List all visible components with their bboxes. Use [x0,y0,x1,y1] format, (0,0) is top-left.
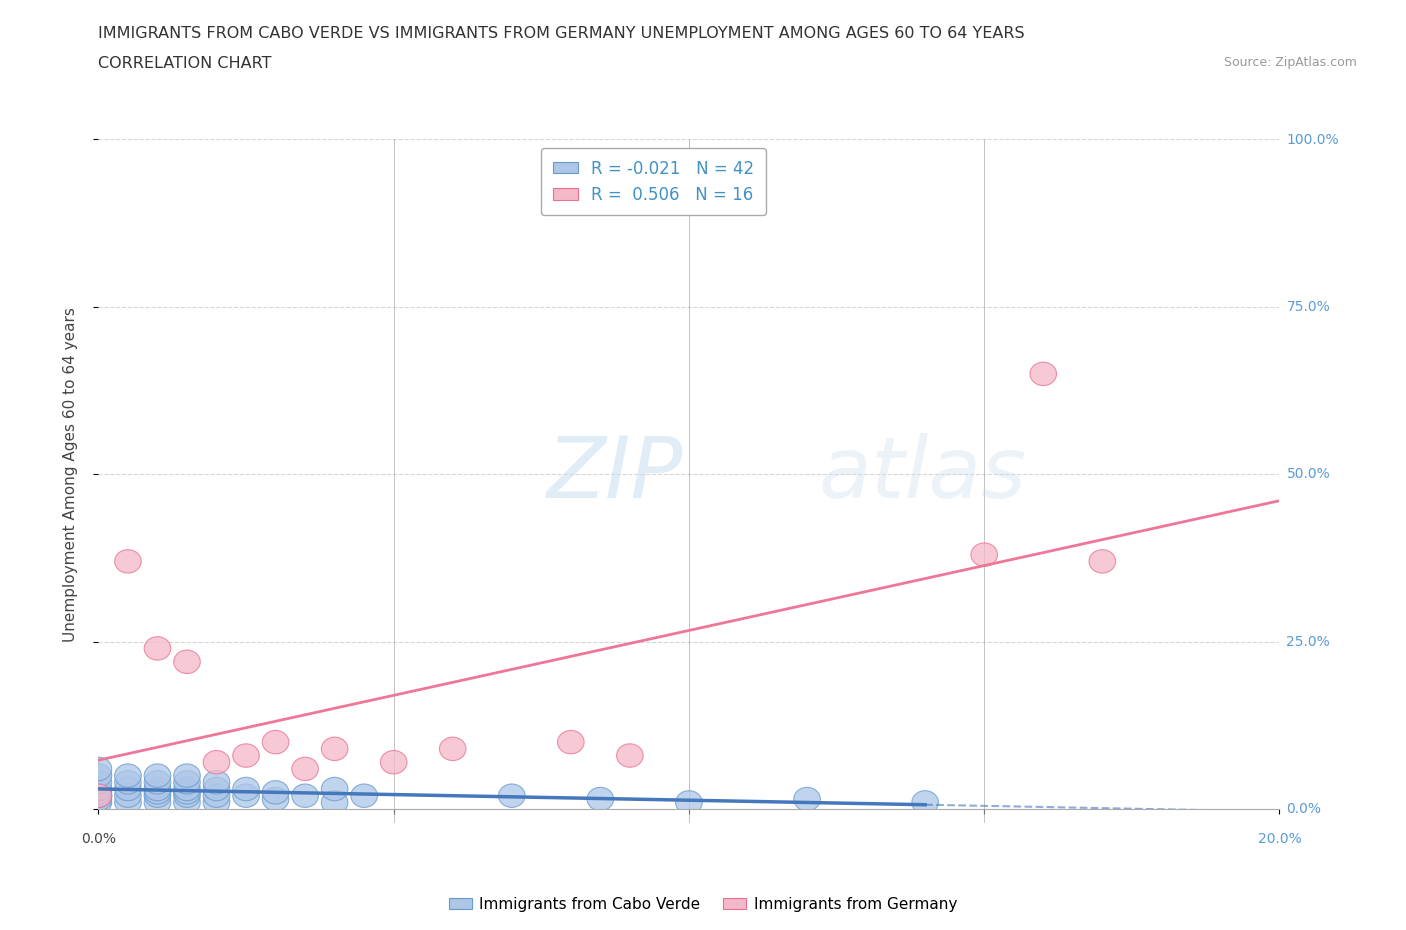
Ellipse shape [972,543,997,566]
Ellipse shape [174,650,200,673]
Ellipse shape [204,751,229,774]
Ellipse shape [204,771,229,794]
Ellipse shape [145,790,170,814]
Ellipse shape [174,780,200,804]
Ellipse shape [499,784,524,807]
Ellipse shape [86,757,111,780]
Ellipse shape [145,784,170,807]
Ellipse shape [86,784,111,807]
Text: 100.0%: 100.0% [1286,132,1339,147]
Ellipse shape [115,790,141,814]
Ellipse shape [352,784,377,807]
Ellipse shape [174,764,200,788]
Ellipse shape [381,751,406,774]
Ellipse shape [233,777,259,801]
Ellipse shape [233,744,259,767]
Ellipse shape [794,788,820,811]
Text: 0.0%: 0.0% [82,832,115,846]
Text: atlas: atlas [818,432,1026,516]
Ellipse shape [145,771,170,794]
Text: 20.0%: 20.0% [1257,832,1302,846]
Ellipse shape [115,764,141,788]
Ellipse shape [86,777,111,801]
Ellipse shape [204,777,229,801]
Ellipse shape [588,788,613,811]
Ellipse shape [145,777,170,801]
Ellipse shape [86,764,111,788]
Ellipse shape [86,784,111,807]
Ellipse shape [440,737,465,761]
Ellipse shape [174,790,200,814]
Ellipse shape [912,790,938,814]
Y-axis label: Unemployment Among Ages 60 to 64 years: Unemployment Among Ages 60 to 64 years [63,307,77,642]
Ellipse shape [145,637,170,660]
Ellipse shape [204,790,229,814]
Ellipse shape [115,771,141,794]
Ellipse shape [174,771,200,794]
Ellipse shape [322,737,347,761]
Ellipse shape [263,788,288,811]
Ellipse shape [145,764,170,788]
Text: 50.0%: 50.0% [1286,467,1330,482]
Ellipse shape [322,790,347,814]
Ellipse shape [263,780,288,804]
Ellipse shape [86,771,111,794]
Ellipse shape [558,730,583,754]
Ellipse shape [115,550,141,573]
Ellipse shape [1090,550,1115,573]
Ellipse shape [233,784,259,807]
Text: 75.0%: 75.0% [1286,299,1330,314]
Ellipse shape [292,784,318,807]
Ellipse shape [292,757,318,780]
Ellipse shape [204,784,229,807]
Legend: R = -0.021   N = 42, R =  0.506   N = 16: R = -0.021 N = 42, R = 0.506 N = 16 [541,148,766,216]
Ellipse shape [676,790,702,814]
Ellipse shape [145,780,170,804]
Ellipse shape [86,780,111,804]
Text: IMMIGRANTS FROM CABO VERDE VS IMMIGRANTS FROM GERMANY UNEMPLOYMENT AMONG AGES 60: IMMIGRANTS FROM CABO VERDE VS IMMIGRANTS… [98,26,1025,41]
Ellipse shape [174,784,200,807]
Ellipse shape [263,730,288,754]
Ellipse shape [86,788,111,811]
Legend: Immigrants from Cabo Verde, Immigrants from Germany: Immigrants from Cabo Verde, Immigrants f… [443,891,963,918]
Text: CORRELATION CHART: CORRELATION CHART [98,56,271,71]
Ellipse shape [115,784,141,807]
Ellipse shape [1031,362,1056,386]
Ellipse shape [115,777,141,801]
Text: Source: ZipAtlas.com: Source: ZipAtlas.com [1223,56,1357,69]
Text: ZIP: ZIP [547,432,683,516]
Text: 25.0%: 25.0% [1286,634,1330,649]
Text: 0.0%: 0.0% [1286,802,1322,817]
Ellipse shape [322,777,347,801]
Ellipse shape [174,777,200,801]
Ellipse shape [86,790,111,814]
Ellipse shape [617,744,643,767]
